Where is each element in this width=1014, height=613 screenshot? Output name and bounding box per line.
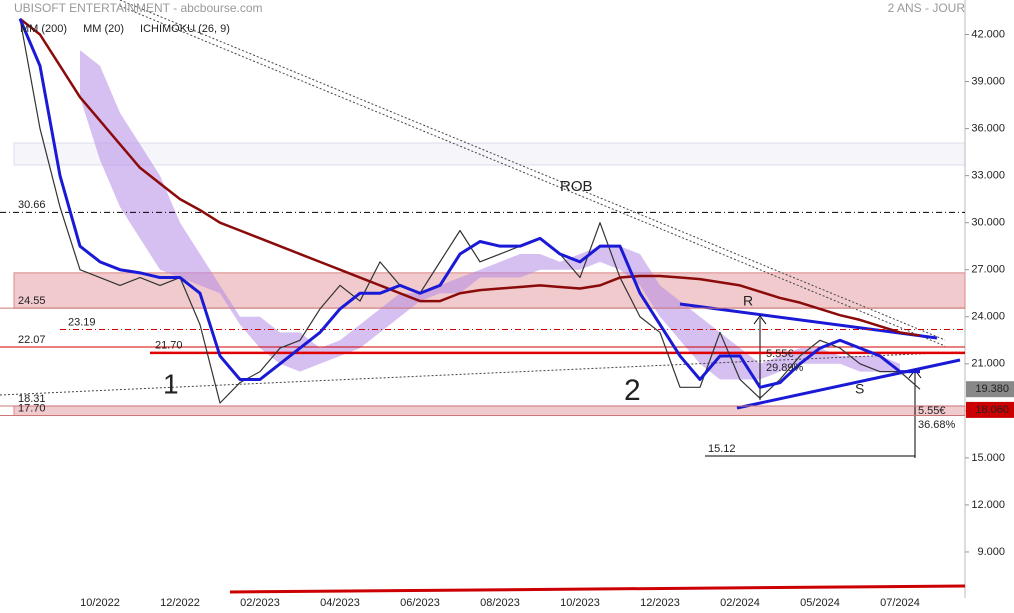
triangle-line [736, 358, 961, 410]
chart-title: UBISOFT ENTERTAINMENT - abcbourse.com [14, 1, 263, 15]
triangle-line [679, 302, 938, 340]
trend-line [0, 351, 961, 396]
trend-line [119, 5, 946, 347]
y-tick-label: 30.000 [971, 217, 1005, 229]
price-box [966, 381, 1014, 398]
ma-line [19, 17, 921, 337]
price-box-label: 19.380 [975, 383, 1009, 395]
x-tick-label: 10/2022 [80, 597, 120, 609]
y-tick-label: 42.000 [971, 28, 1005, 40]
level-label: 30.66 [18, 199, 46, 211]
annotation: R [743, 293, 753, 309]
indicator-strip [13, 142, 966, 166]
annotation: 2 [624, 374, 641, 407]
level-label: 22.07 [18, 334, 46, 346]
ichimoku-cloud [80, 50, 900, 380]
annotation: 1 [163, 368, 179, 399]
y-tick-label: 12.000 [971, 499, 1005, 511]
ma-line [18, 18, 920, 389]
level-label: 21.70 [155, 340, 183, 352]
x-tick-label: 02/2024 [720, 597, 760, 609]
x-tick-label: 12/2022 [160, 597, 200, 609]
trend-line [119, 0, 946, 341]
x-tick-label: 08/2023 [480, 597, 520, 609]
annotation: S [855, 381, 864, 397]
level-label: 17.70 [18, 402, 46, 414]
level-label: 18.31 [18, 393, 46, 405]
legend-entry: MM (200) [20, 23, 67, 35]
measure-arrow [753, 315, 922, 379]
x-tick-label: 05/2024 [800, 597, 840, 609]
y-tick-label: 36.000 [971, 122, 1005, 134]
y-tick-label: 15.000 [971, 452, 1005, 464]
y-tick-label: 33.000 [971, 170, 1005, 182]
level-label: 24.55 [18, 295, 46, 307]
x-tick-label: 07/2024 [880, 597, 920, 609]
y-tick-label: 39.000 [971, 75, 1005, 87]
zone [13, 405, 966, 417]
level-label: 23.19 [68, 316, 96, 328]
legend-entry: ICHIMOKU (26, 9) [140, 23, 230, 35]
level-label: 15.12 [708, 443, 736, 455]
background-layer [13, 50, 966, 417]
annotation: ROB [560, 178, 593, 195]
x-tick-label: 10/2023 [560, 597, 600, 609]
x-tick-label: 06/2023 [400, 597, 440, 609]
x-tick-label: 04/2023 [320, 597, 360, 609]
annotation: 29.89% [766, 362, 804, 374]
annotation: 5.55€ [766, 348, 794, 360]
y-tick-label: 27.000 [971, 264, 1005, 276]
annotation: 36.68% [918, 419, 956, 431]
y-tick-label: 24.000 [971, 311, 1005, 323]
price-box [966, 401, 1014, 418]
indicator-line [229, 584, 966, 594]
period-label: 2 ANS - JOUR [888, 1, 966, 15]
x-tick-label: 12/2023 [640, 597, 680, 609]
y-tick-label: 21.000 [971, 358, 1005, 370]
legend-entry: MM (20) [83, 23, 124, 35]
price-box-label: 18.060 [975, 404, 1009, 416]
annotation: 5.55€ [918, 405, 946, 417]
x-tick-label: 02/2023 [240, 597, 280, 609]
y-tick-label: 9.000 [977, 546, 1005, 558]
